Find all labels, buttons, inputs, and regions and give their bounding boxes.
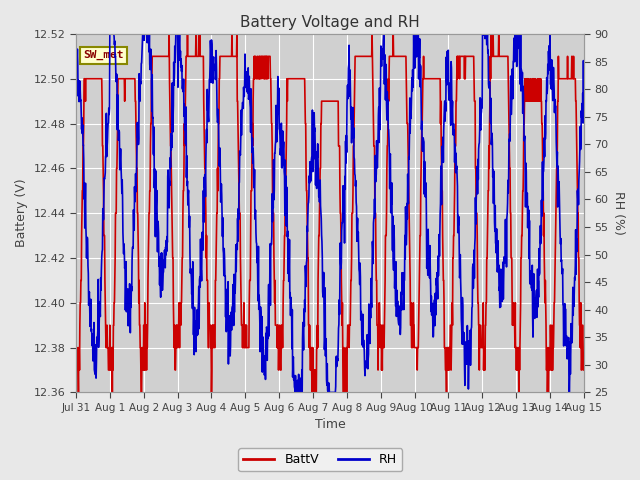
RH — [580, 117, 588, 122]
BattV — [520, 120, 528, 126]
RH — [291, 390, 299, 396]
BattV — [409, 345, 417, 350]
RH — [409, 84, 417, 90]
Line: RH: RH — [76, 34, 584, 393]
X-axis label: Time: Time — [314, 419, 345, 432]
RH — [476, 140, 483, 145]
RH — [173, 31, 180, 37]
BattV — [75, 390, 83, 396]
Line: BattV: BattV — [76, 34, 584, 393]
RH — [72, 56, 80, 62]
Title: Battery Voltage and RH: Battery Voltage and RH — [240, 15, 420, 30]
Y-axis label: RH (%): RH (%) — [612, 191, 625, 235]
BattV — [72, 323, 80, 328]
BattV — [580, 367, 588, 373]
BattV — [186, 53, 193, 59]
BattV — [476, 367, 483, 373]
RH — [520, 138, 528, 144]
Text: SW_met: SW_met — [84, 50, 124, 60]
BattV — [243, 323, 250, 328]
RH — [242, 69, 250, 74]
BattV — [165, 31, 173, 37]
BattV — [173, 345, 181, 350]
RH — [106, 31, 114, 37]
RH — [186, 225, 193, 230]
Y-axis label: Battery (V): Battery (V) — [15, 179, 28, 248]
Legend: BattV, RH: BattV, RH — [238, 448, 402, 471]
